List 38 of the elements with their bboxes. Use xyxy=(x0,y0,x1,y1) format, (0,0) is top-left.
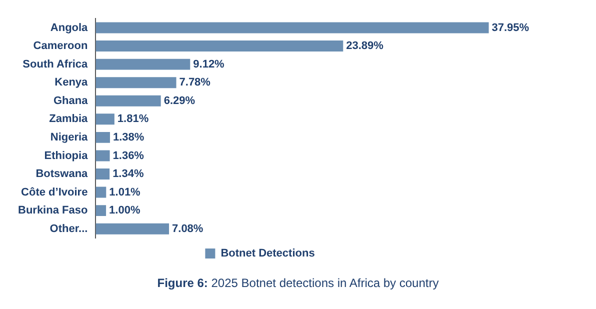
y-tick-label: Kenya xyxy=(54,76,89,89)
y-tick-label: Nigeria xyxy=(50,131,89,144)
legend-label: Botnet Detections xyxy=(220,248,315,260)
bar xyxy=(96,58,190,70)
y-tick-label: Botswana xyxy=(36,168,89,180)
data-label: 1.81% xyxy=(117,113,149,126)
data-label: 6.29% xyxy=(164,94,196,107)
caption: Figure 6: 2025 Botnet detections in Africa by country xyxy=(156,276,440,290)
data-label: 1.00% xyxy=(109,204,140,217)
bar xyxy=(96,114,114,125)
bar xyxy=(96,186,106,198)
bar xyxy=(96,205,106,216)
bar xyxy=(96,77,176,88)
data-label: 1.38% xyxy=(112,131,144,144)
data-label: 7.08% xyxy=(172,222,204,235)
data-label: 1.01% xyxy=(109,186,141,198)
bar xyxy=(96,40,344,52)
y-tick-label: Ghana xyxy=(53,94,89,107)
bar xyxy=(96,223,170,234)
y-tick-label: South Africa xyxy=(22,58,89,70)
y-tick-label: Zambia xyxy=(49,113,89,126)
data-label: 1.34% xyxy=(112,168,144,180)
data-label: 7.78% xyxy=(179,76,211,89)
y-tick-label: Côte d’Ivoire xyxy=(21,186,88,198)
data-label: 1.36% xyxy=(112,150,144,162)
y-tick-label: Cameroon xyxy=(33,40,88,52)
y-tick-label: Ethiopia xyxy=(44,150,89,162)
bar xyxy=(96,22,489,34)
y-tick-label: Angola xyxy=(50,22,89,34)
data-label: 37.95% xyxy=(492,22,530,34)
y-tick-label: Burkina Faso xyxy=(18,204,88,217)
bar xyxy=(96,168,110,180)
bar xyxy=(96,132,110,143)
bar xyxy=(96,150,110,162)
data-label: 9.12% xyxy=(193,58,225,70)
bar xyxy=(96,95,161,106)
y-tick-label: Other... xyxy=(50,222,88,235)
data-label: 23.89% xyxy=(346,40,384,52)
